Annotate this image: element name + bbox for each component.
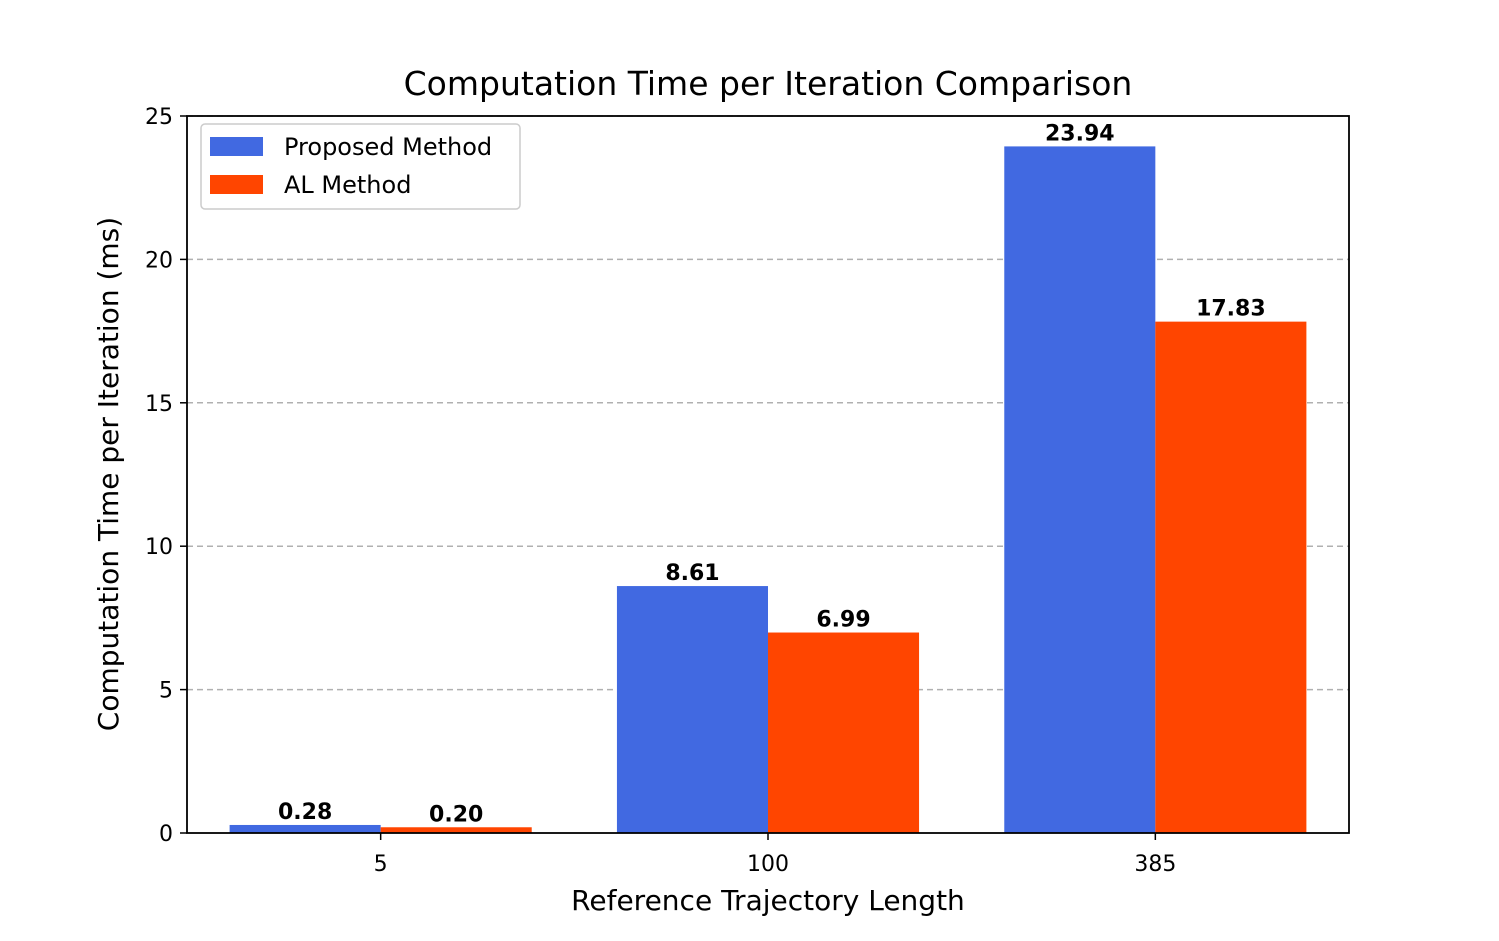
- chart-title: Computation Time per Iteration Compariso…: [404, 64, 1133, 103]
- bar-al-method: [380, 827, 532, 833]
- x-tick-label: 5: [374, 852, 388, 877]
- y-tick-label: 10: [145, 535, 173, 560]
- data-label-proposed-method: 0.28: [278, 800, 332, 825]
- data-label-al-method: 0.20: [429, 802, 483, 827]
- y-tick-label: 15: [145, 392, 173, 417]
- bar-proposed-method: [1004, 146, 1156, 833]
- bar-al-method: [1155, 321, 1307, 833]
- y-tick-label: 25: [145, 105, 173, 130]
- legend-swatch-al-method: [210, 175, 263, 194]
- data-labels-layer: 0.28 8.61 23.94 0.20 6.99 17.83: [278, 121, 1266, 827]
- x-tick-label: 100: [747, 852, 789, 877]
- y-tick-label: 0: [159, 822, 173, 847]
- x-axis: 5 100 385: [374, 833, 1176, 877]
- y-tick-label: 20: [145, 248, 173, 273]
- y-axis-label: Computation Time per Iteration (ms): [92, 217, 125, 731]
- x-tick-label: 385: [1134, 852, 1176, 877]
- legend-box: [200, 123, 521, 210]
- bar-proposed-method: [616, 586, 768, 833]
- bar-al-method: [768, 632, 920, 833]
- bars-layer: [229, 146, 1307, 833]
- legend: Proposed Method AL Method: [200, 123, 521, 210]
- legend-label-proposed-method: Proposed Method: [284, 133, 492, 161]
- data-label-proposed-method: 8.61: [665, 561, 719, 586]
- x-axis-label: Reference Trajectory Length: [571, 884, 965, 917]
- data-label-al-method: 17.83: [1196, 297, 1266, 322]
- data-label-proposed-method: 23.94: [1045, 121, 1115, 146]
- data-label-al-method: 6.99: [816, 608, 870, 633]
- legend-swatch-proposed-method: [210, 137, 263, 156]
- legend-label-al-method: AL Method: [284, 171, 411, 199]
- bar-proposed-method: [229, 824, 381, 833]
- y-axis: 0 5 10 15 20 25: [145, 105, 187, 847]
- y-tick-label: 5: [159, 679, 173, 704]
